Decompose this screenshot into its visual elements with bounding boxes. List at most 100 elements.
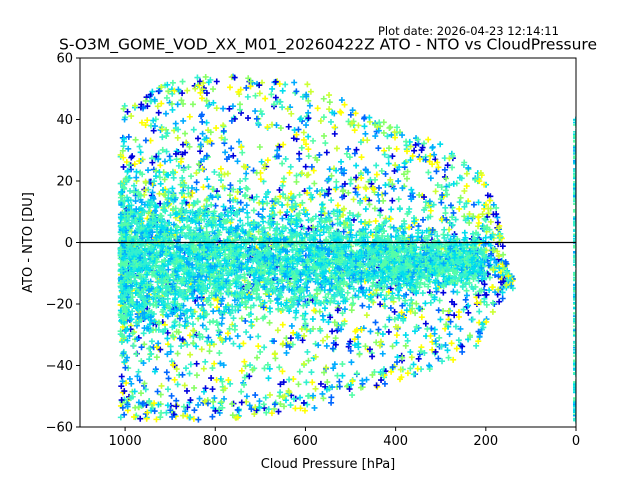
scatter-point [293, 131, 300, 138]
scatter-point [144, 409, 151, 416]
scatter-point [240, 340, 247, 347]
scatter-point [288, 322, 295, 329]
scatter-point [185, 190, 192, 197]
scatter-point [209, 386, 216, 393]
scatter-point [275, 408, 282, 415]
scatter-point [494, 248, 501, 255]
scatter-point [354, 191, 361, 198]
scatter-point [162, 275, 169, 282]
scatter-point [404, 148, 411, 155]
scatter-point [362, 130, 369, 137]
scatter-point [416, 351, 423, 358]
scatter-point [444, 191, 451, 198]
scatter-point [181, 243, 188, 250]
scatter-point [357, 139, 364, 146]
scatter-point [246, 283, 253, 290]
scatter-point [398, 309, 405, 316]
scatter-point [194, 273, 201, 280]
scatter-point [328, 399, 335, 406]
scatter-point [300, 206, 307, 213]
scatter-point [362, 167, 369, 174]
scatter-point [368, 297, 375, 304]
scatter-point [481, 298, 488, 305]
scatter-point [196, 220, 203, 227]
scatter-point [402, 342, 409, 349]
scatter-point [117, 214, 124, 221]
scatter-point [194, 74, 201, 81]
scatter-point [284, 248, 291, 255]
scatter-point [407, 365, 414, 372]
scatter-point [160, 187, 167, 194]
scatter-point [290, 329, 297, 336]
scatter-point [390, 224, 397, 231]
scatter-point [153, 416, 160, 423]
plot-area [79, 57, 577, 428]
scatter-point [494, 214, 501, 221]
scatter-point [342, 258, 349, 265]
scatter-point [234, 158, 241, 165]
scatter-point [199, 118, 206, 125]
scatter-point [118, 373, 125, 380]
scatter-point [462, 270, 469, 277]
scatter-point [310, 392, 317, 399]
scatter-point [394, 354, 401, 361]
scatter-point [375, 127, 382, 134]
scatter-point [179, 371, 186, 378]
scatter-point [407, 349, 414, 356]
scatter-point [300, 302, 307, 309]
scatter-point [475, 220, 482, 227]
scatter-point [331, 319, 338, 326]
scatter-point [218, 134, 225, 141]
scatter-point [309, 316, 316, 323]
scatter-point [257, 108, 264, 115]
scatter-point [222, 303, 229, 310]
scatter-point [135, 399, 142, 406]
scatter-point [119, 134, 126, 141]
scatter-point [284, 105, 291, 112]
scatter-point [332, 335, 339, 342]
scatter-point [400, 228, 407, 235]
scatter-point [162, 192, 169, 199]
scatter-point [438, 343, 445, 350]
scatter-point [158, 409, 165, 416]
scatter-point [404, 210, 411, 217]
scatter-point [407, 143, 414, 150]
scatter-point [126, 375, 133, 382]
scatter-point [230, 340, 237, 347]
scatter-point [300, 224, 307, 231]
scatter-point [245, 115, 252, 122]
scatter-point [180, 302, 187, 309]
scatter-point [410, 371, 417, 378]
scatter-point [432, 348, 439, 355]
scatter-point [387, 176, 394, 183]
scatter-point [191, 384, 198, 391]
scatter-point [137, 169, 144, 176]
scatter-point [305, 115, 312, 122]
scatter-point [186, 113, 193, 120]
scatter-point [274, 147, 281, 154]
scatter-point [458, 277, 465, 284]
scatter-point [393, 332, 400, 339]
scatter-point [358, 154, 365, 161]
scatter-point [350, 300, 357, 307]
scatter-point [398, 374, 405, 381]
scatter-point [338, 109, 345, 116]
scatter-point [195, 401, 202, 408]
scatter-point [461, 159, 468, 166]
scatter-point [341, 167, 348, 174]
scatter-point [277, 381, 284, 388]
scatter-point [320, 95, 327, 102]
scatter-point [442, 187, 449, 194]
scatter-point [303, 301, 310, 308]
scatter-point [241, 374, 248, 381]
scatter-point [133, 174, 140, 181]
scatter-point [311, 404, 318, 411]
scatter-point [456, 199, 463, 206]
scatter-point [178, 343, 185, 350]
scatter-point [193, 372, 200, 379]
scatter-point [297, 116, 304, 123]
scatter-point [379, 331, 386, 338]
scatter-point [341, 221, 348, 228]
scatter-point [346, 154, 353, 161]
scatter-point [323, 149, 330, 156]
